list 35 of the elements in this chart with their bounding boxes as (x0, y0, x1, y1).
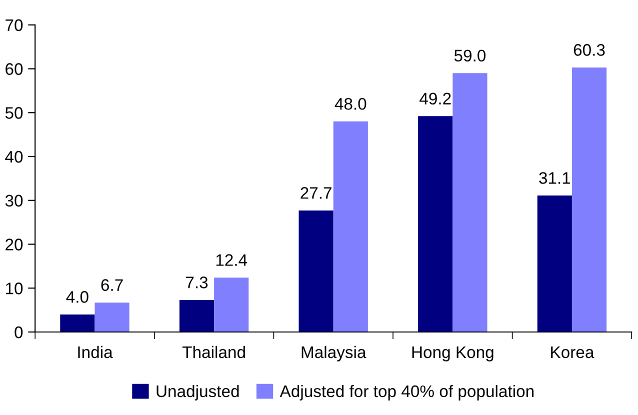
x-tick-label: Malaysia (302, 346, 366, 362)
y-tick-label: 60 (6, 63, 23, 75)
legend-label: Adjusted for top 40% of population (280, 384, 534, 400)
y-tick-label: 30 (5, 194, 23, 207)
y-tick-label: 50 (5, 107, 23, 119)
x-tick-label: Thailand (182, 346, 245, 358)
bar (572, 67, 607, 332)
x-tick-label: India (78, 346, 113, 358)
x-tick-label: Korea (551, 346, 594, 358)
data-label: 60.3 (574, 44, 605, 56)
bar (179, 300, 214, 332)
data-label: 49.2 (420, 92, 451, 105)
y-tick-label: 40 (5, 150, 23, 163)
data-label: 7.3 (186, 276, 208, 288)
data-label: 27.7 (300, 187, 332, 199)
x-tick-label: Hong Kong (412, 346, 494, 362)
bar (418, 116, 453, 332)
y-tick-label: 10 (6, 282, 23, 294)
data-label: 6.7 (101, 279, 123, 291)
data-label: 12.4 (216, 254, 248, 266)
bar (298, 210, 334, 332)
bar (452, 73, 488, 332)
bar (60, 314, 95, 332)
legend-label: Unadjusted (156, 384, 239, 400)
data-label: 59.0 (454, 50, 486, 62)
data-label: 31.1 (539, 172, 570, 184)
y-tick-label: 0 (14, 326, 23, 338)
y-tick-label: 20 (6, 238, 23, 250)
bar (94, 302, 130, 332)
bar (333, 121, 368, 332)
data-label: 4.0 (66, 291, 88, 303)
y-tick-label: 70 (6, 19, 23, 32)
bar (214, 278, 249, 332)
bar (537, 196, 572, 332)
data-label: 48.0 (334, 98, 366, 110)
